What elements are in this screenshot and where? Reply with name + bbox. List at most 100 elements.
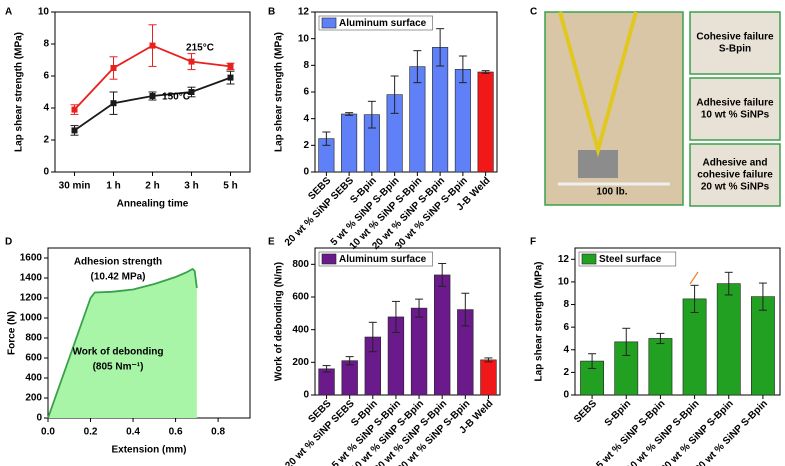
bar — [716, 283, 741, 396]
bar — [648, 338, 673, 396]
x-tick-label: 0.4 — [126, 427, 140, 438]
y-tick-label: 1200 — [20, 293, 43, 304]
marker — [71, 106, 78, 113]
y-tick-label: 8 — [43, 39, 49, 50]
photo-label: Cohesive failure — [696, 32, 774, 43]
annotation: (805 Nm⁻¹) — [93, 362, 144, 373]
x-tick-label: 3 h — [184, 181, 198, 192]
error-bar — [345, 112, 354, 116]
x-tick-label: SEBS — [572, 398, 599, 425]
y-axis-label: Force (N) — [7, 311, 18, 355]
error-bar — [481, 70, 490, 74]
photo-label: Adhesive failure — [696, 98, 774, 109]
x-tick-label: 2 h — [145, 181, 159, 192]
force-curve — [47, 267, 198, 419]
y-tick-label: 400 — [25, 373, 42, 384]
legend-label: Aluminum surface — [339, 18, 427, 29]
area-fill — [48, 269, 197, 418]
y-tick-label: 600 — [25, 353, 42, 364]
y-tick-label: 0 — [36, 413, 42, 424]
bar — [410, 307, 428, 396]
y-tick-label: 1000 — [20, 313, 43, 324]
y-tick-label: 2 — [563, 367, 569, 378]
y-axis-label: Lap shear strength (MPa) — [534, 261, 545, 381]
y-tick-label: 0 — [303, 167, 309, 178]
x-tick-label: 0.2 — [84, 427, 98, 438]
error-bar — [758, 282, 767, 311]
marker — [149, 42, 156, 49]
x-axis-label: Extension (mm) — [111, 445, 186, 456]
error-bar — [368, 321, 377, 353]
legend-frame — [318, 15, 433, 31]
panel-letter: D — [5, 237, 12, 248]
photo — [689, 77, 781, 141]
photo — [689, 11, 781, 75]
y-tick-label: 10 — [38, 7, 50, 18]
legend-frame — [578, 251, 677, 267]
error-bar — [391, 300, 400, 333]
y-tick-label: 8 — [303, 60, 309, 71]
y-tick-label: 4 — [303, 113, 309, 124]
error-bar — [345, 356, 354, 366]
marker — [71, 127, 78, 134]
error-bar — [484, 357, 493, 363]
x-tick-label: 0.8 — [211, 427, 225, 438]
y-tick-label: 0 — [43, 167, 49, 178]
annotation: (10.42 MPa) — [90, 272, 145, 283]
error-bar — [622, 327, 631, 356]
bar — [341, 113, 358, 173]
photo-label: 10 wt % SiNPs — [701, 110, 770, 121]
y-tick-label: 12 — [298, 7, 310, 18]
x-tick-label: S-Bpin — [603, 398, 634, 429]
error-bar — [724, 271, 733, 296]
photo-label: 20 wt % SiNPs — [701, 182, 770, 193]
error-bar — [413, 50, 422, 84]
marker — [188, 58, 195, 65]
bar — [477, 71, 494, 173]
marker — [188, 89, 195, 95]
legend-swatch — [581, 253, 597, 265]
y-tick-label: 1600 — [20, 253, 43, 264]
legend-label: Aluminum surface — [339, 254, 427, 265]
x-tick-label: 0.6 — [169, 427, 183, 438]
legend-label: Steel surface — [599, 254, 662, 265]
plot-frame — [314, 247, 501, 396]
y-tick-label: 4 — [43, 103, 49, 114]
error-bar — [690, 284, 699, 313]
panel-letter: E — [268, 237, 275, 248]
y-tick-label: 10 — [558, 277, 570, 288]
error-bar — [436, 28, 445, 67]
marker — [110, 100, 117, 107]
photo — [689, 143, 781, 207]
x-tick-label: 1 h — [106, 181, 120, 192]
marker — [227, 63, 234, 70]
y-tick-label: 4 — [563, 344, 569, 355]
error-bar — [415, 298, 424, 318]
error-bar — [322, 365, 331, 373]
plot-frame — [574, 247, 781, 396]
marker — [149, 93, 156, 99]
y-tick-label: 12 — [558, 254, 570, 265]
photo-label: Adhesive and — [702, 158, 767, 169]
bar — [318, 368, 335, 396]
x-tick-label: 0.0 — [41, 427, 55, 438]
x-tick-label: 5 wt % SiNP S-Bpin — [595, 398, 668, 466]
error-bar — [458, 55, 467, 84]
error-bar — [322, 131, 331, 146]
panel-letter: C — [530, 7, 537, 18]
error-bar — [588, 353, 597, 369]
y-tick-label: 800 — [292, 259, 309, 270]
y-axis-label: Lap shear strength (MPa) — [14, 32, 25, 152]
annotation: Work of debonding — [73, 347, 164, 358]
y-tick-label: 10 — [298, 33, 310, 44]
y-tick-label: 0 — [303, 390, 309, 401]
series-label: 215°C — [186, 43, 214, 54]
annotation-arrow — [689, 271, 699, 285]
x-tick-label: 30 min — [59, 181, 91, 192]
error-bar — [656, 332, 665, 345]
y-axis-label: Work of debonding (N/m) — [274, 262, 285, 381]
error-bar — [438, 263, 447, 287]
error-bar — [390, 75, 399, 114]
